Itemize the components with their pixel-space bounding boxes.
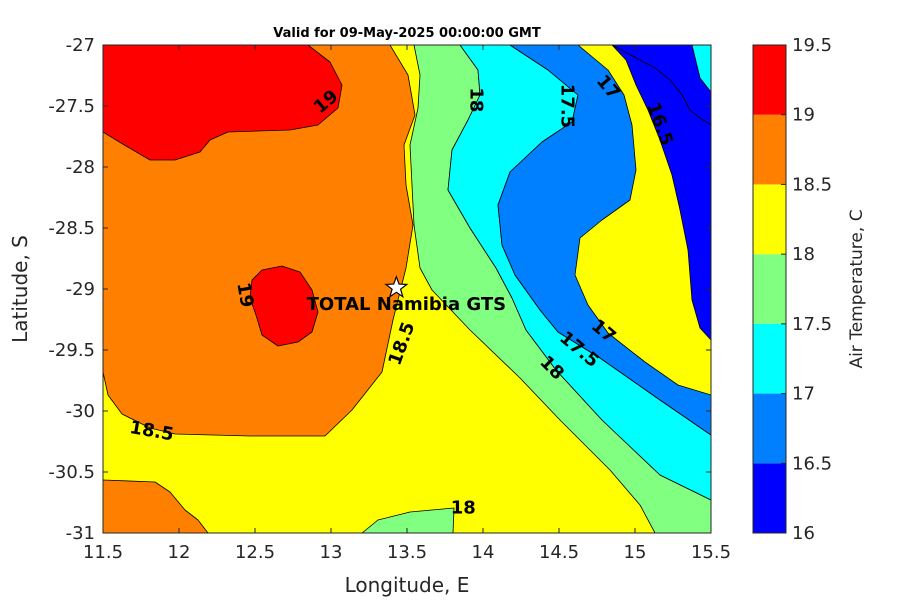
site-label: TOTAL Namibia GTS	[307, 294, 506, 315]
colorbar-swatch	[753, 114, 786, 185]
x-tick-label: 11.5	[83, 542, 123, 563]
y-tick-label: -28	[66, 157, 95, 178]
x-tick-label: 12.5	[235, 542, 275, 563]
y-tick-label: -28.5	[48, 218, 95, 239]
y-tick-label: -30	[66, 401, 95, 422]
colorbar-frame	[752, 44, 787, 534]
site-star-icon	[384, 275, 409, 299]
x-tick-label: 15	[624, 542, 647, 563]
x-tick-label: 14.5	[539, 542, 579, 563]
band-16-16.5-east	[611, 45, 711, 341]
contour-label: 17.5	[557, 84, 578, 128]
y-tick-label: -27.5	[48, 96, 95, 117]
colorbar-swatch	[753, 184, 786, 255]
colorbar-swatch	[753, 45, 786, 115]
y-tick-label: -29	[66, 279, 95, 300]
contour-fill	[103, 45, 711, 533]
y-tick-label: -30.5	[48, 462, 95, 483]
x-axis-label: Longitude, E	[345, 573, 470, 597]
contour-label: 18	[465, 87, 486, 112]
band-16.5-17	[497, 45, 711, 436]
contour-label: 18	[451, 498, 476, 519]
band-19-19.5-northwest	[103, 45, 343, 161]
colorbar-swatch	[753, 323, 786, 394]
x-axis-ticks: 11.5 12 12.5 13 13.5 14 14.5 15 15.5	[83, 45, 731, 563]
y-tick-label: -31	[66, 523, 95, 544]
chart-title: Valid for 09-May-2025 00:00:00 GMT	[273, 26, 541, 41]
x-tick-label: 15.5	[691, 542, 731, 563]
contour-label: 19	[232, 281, 257, 309]
colorbar-tick-label: 18.5	[792, 174, 832, 195]
x-tick-label: 14	[472, 542, 495, 563]
band-17.5-18-south	[361, 507, 455, 533]
colorbar-tick-label: 16.5	[792, 453, 832, 474]
x-tick-label: 13.5	[387, 542, 427, 563]
site-marker-group: TOTAL Namibia GTS	[307, 275, 506, 315]
colorbar-tick-label: 19.5	[792, 35, 832, 56]
y-axis-ticks: -27 -27.5 -28 -28.5 -29 -29.5 -30 -30.5 -31	[48, 35, 711, 544]
colorbar-swatch	[753, 254, 786, 324]
colorbar-tick-label: 19	[792, 105, 815, 126]
band-18.5-19-southwest	[103, 479, 209, 533]
x-tick-label: 12	[168, 542, 191, 563]
band-19-19.5-central	[249, 265, 319, 347]
y-tick-label: -29.5	[48, 340, 95, 361]
colorbar-tick-label: 16	[792, 523, 815, 544]
colorbar: 16 16.5 17 17.5 18 18.5 19 19.5	[752, 35, 832, 544]
colorbar-swatch	[753, 463, 786, 533]
y-axis-label: Latitude, S	[8, 235, 32, 343]
band-17-17.5-topright	[691, 45, 711, 93]
x-tick-label: 13	[320, 542, 343, 563]
colorbar-tick-label: 17	[792, 384, 815, 405]
colorbar-swatch	[753, 393, 786, 464]
colorbar-tick-label: 17.5	[792, 314, 832, 335]
colorbar-tick-label: 18	[792, 244, 815, 265]
y-tick-label: -27	[66, 35, 95, 56]
colorbar-label: Air Temperature, C	[847, 209, 867, 368]
